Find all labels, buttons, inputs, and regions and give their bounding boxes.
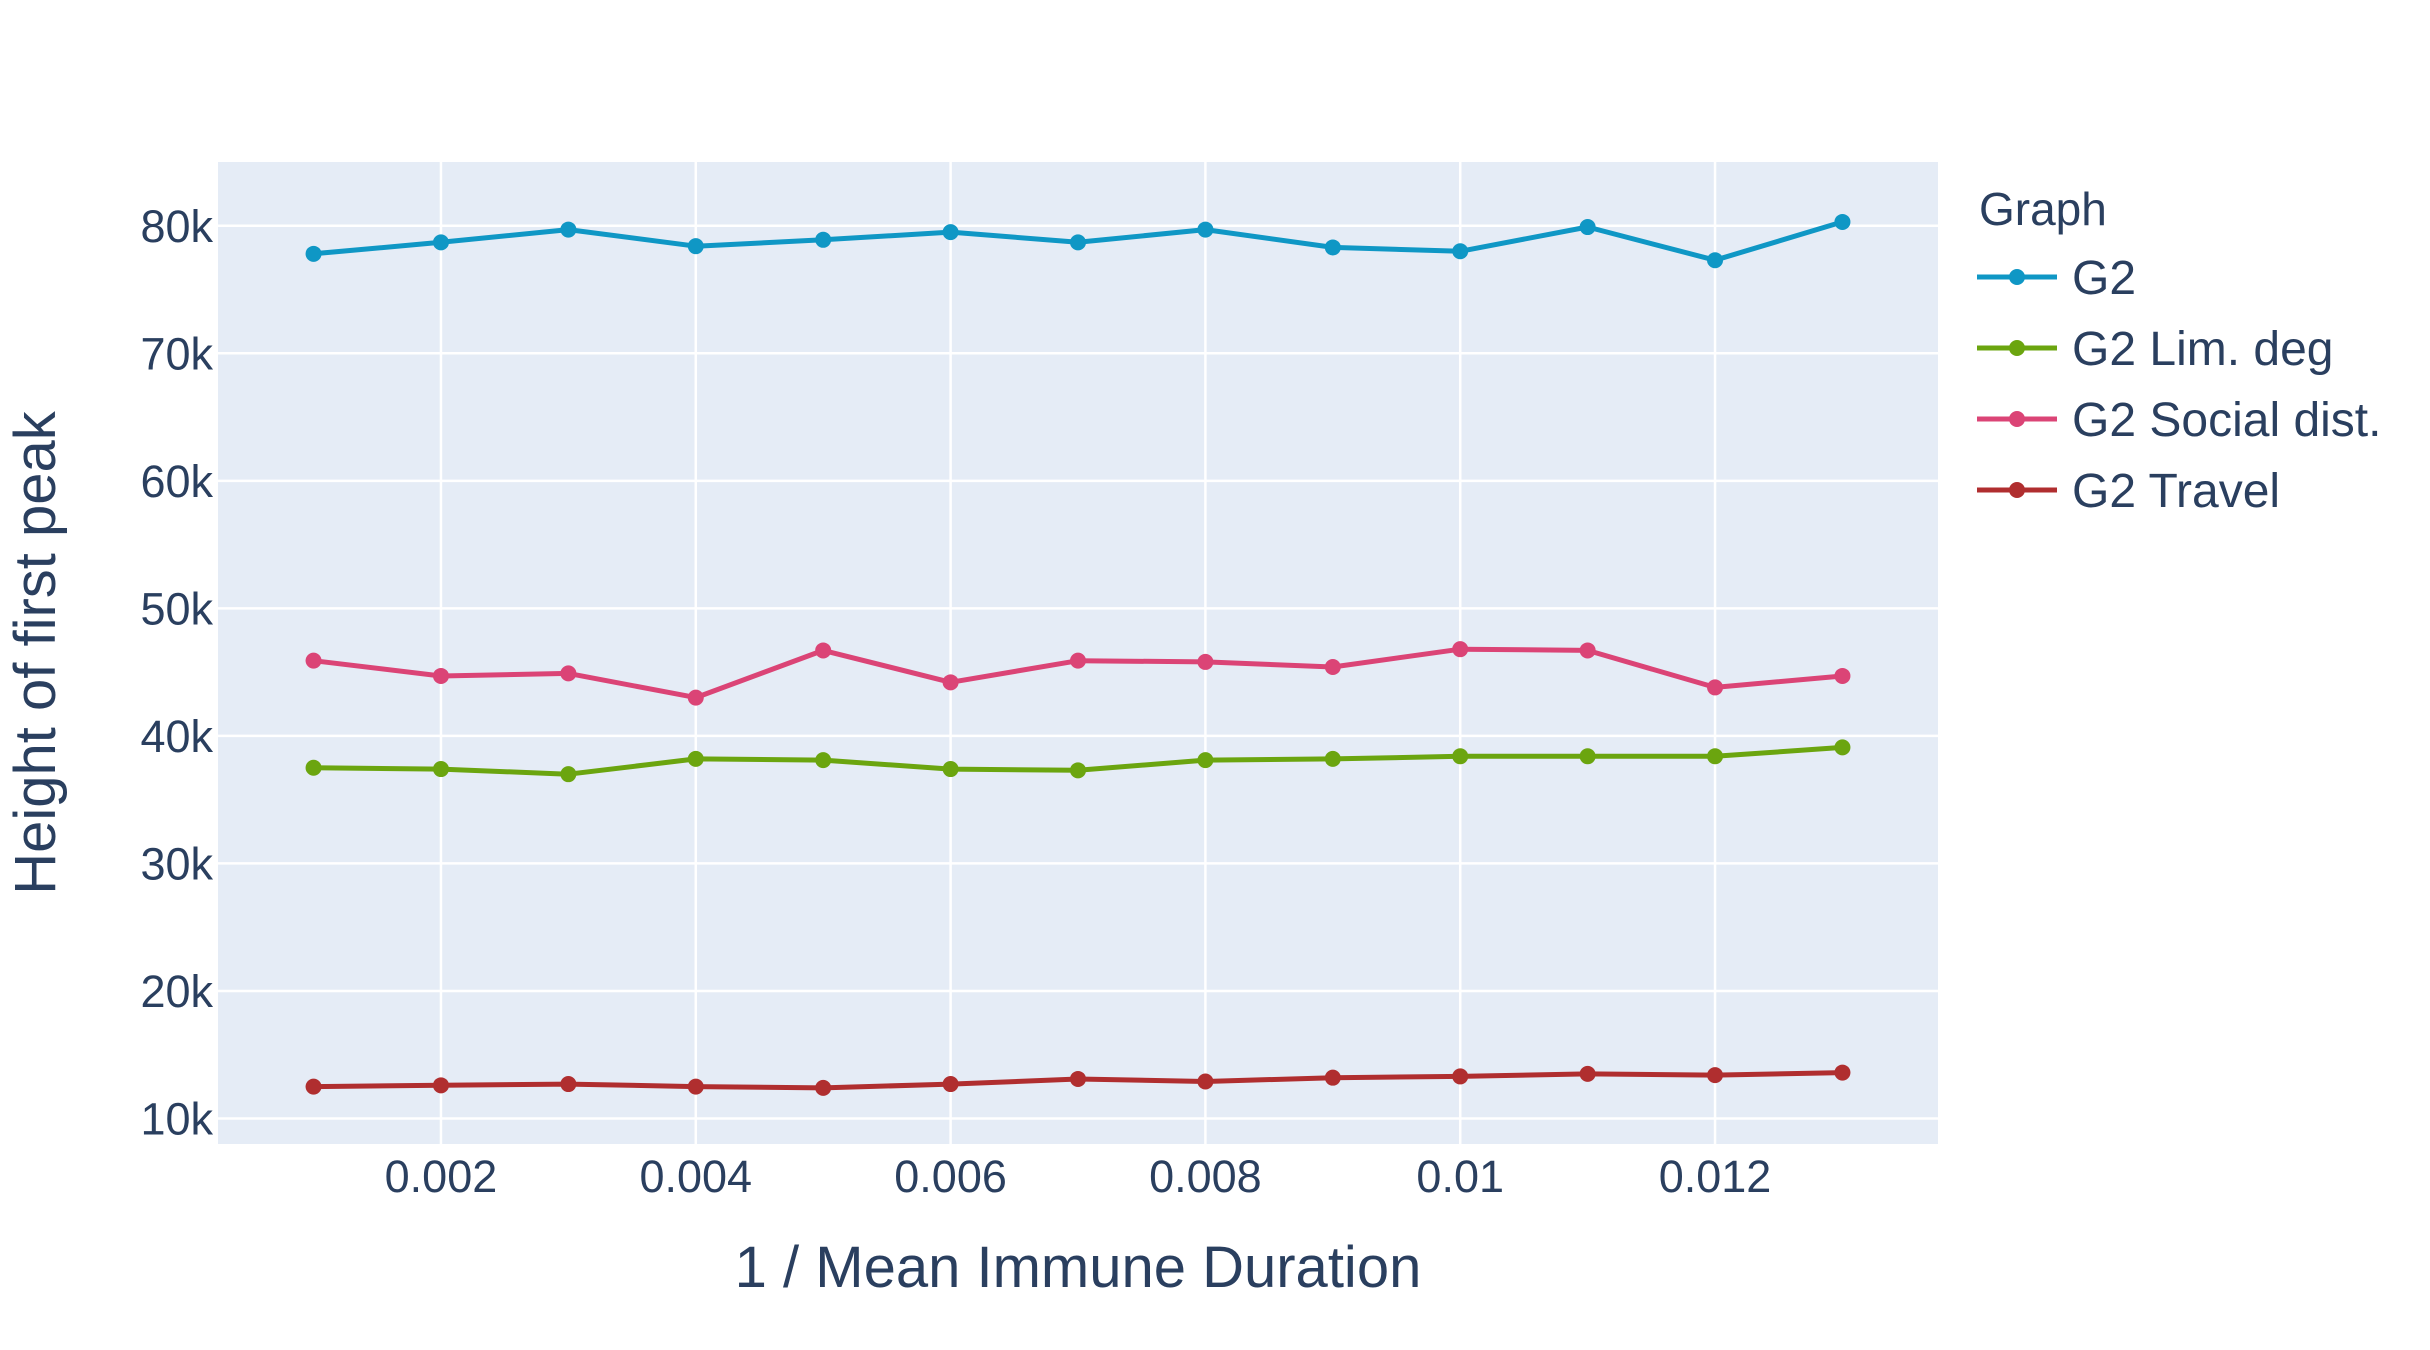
y-tick-label: 70k [140,328,213,379]
y-tick-label: 10k [140,1093,213,1144]
x-tick-label: 0.006 [894,1151,1007,1202]
data-point-g2-travel [815,1079,832,1096]
data-point-g2-lim-deg [942,761,959,778]
data-point-g2 [560,221,577,238]
data-point-g2 [1070,234,1086,251]
data-point-g2-social-dist [942,674,959,691]
data-point-g2-lim-deg [432,761,449,778]
data-point-g2-lim-deg [1579,748,1596,765]
data-point-g2 [942,224,959,241]
data-point-g2 [1834,213,1851,230]
data-point-g2-lim-deg [1707,748,1724,765]
data-point-g2 [1324,239,1341,256]
legend-label: G2 Travel [2072,465,2280,518]
y-tick-label: 50k [140,583,213,634]
legend-label: G2 Lim. deg [2072,323,2333,376]
data-point-g2-lim-deg [1834,739,1851,756]
data-point-g2-social-dist [1452,641,1469,658]
y-tick-label: 40k [140,711,213,762]
x-tick-label: 0.008 [1149,1151,1262,1202]
data-point-g2 [1197,221,1214,238]
series-group [305,213,1851,1096]
data-point-g2-social-dist [1834,667,1851,684]
legend-swatch-marker [2009,411,2025,427]
data-point-g2-travel [942,1076,959,1093]
data-point-g2-travel [687,1078,704,1095]
data-point-g2 [1707,252,1724,269]
data-point-g2-social-dist [1707,679,1724,696]
data-point-g2-travel [305,1078,322,1095]
legend-title: Graph [1979,183,2107,235]
data-point-g2-lim-deg [305,759,322,776]
data-point-g2-lim-deg [1197,752,1214,769]
x-axis-title: 1 / Mean Immune Duration [735,1235,1422,1300]
data-point-g2-travel [432,1077,449,1094]
y-tick-label: 80k [140,201,213,252]
data-point-g2 [432,234,449,251]
y-tick-label: 60k [140,456,213,507]
data-point-g2-travel [1579,1065,1596,1082]
x-tick-label: 0.002 [385,1151,498,1202]
data-point-g2 [1452,243,1469,260]
data-point-g2 [305,245,322,262]
legend-item-g2-travel[interactable]: G2 Travel [1977,465,2280,518]
data-point-g2-travel [1197,1073,1214,1090]
data-point-g2-lim-deg [1324,750,1341,767]
data-point-g2-travel [1707,1067,1724,1084]
data-point-g2-social-dist [560,665,577,682]
data-point-g2 [815,231,832,248]
data-point-g2-social-dist [1070,652,1086,669]
data-point-g2-lim-deg [560,766,577,783]
legend-item-g2[interactable]: G2 [1977,252,2136,305]
legend-swatch-marker [2009,482,2025,498]
data-point-g2-travel [1452,1068,1469,1085]
data-point-g2-lim-deg [1452,748,1469,765]
series-g2-travel [305,1064,1851,1096]
data-point-g2-social-dist [432,667,449,684]
legend-label: G2 Social dist. [2072,394,2381,447]
data-point-g2-social-dist [1197,653,1214,670]
x-tick-label: 0.012 [1659,1151,1772,1202]
legend-swatch-marker [2009,269,2025,285]
data-point-g2-travel [1324,1069,1341,1086]
data-point-g2-travel [1834,1064,1851,1081]
y-axis-title: Height of first peak [3,410,68,895]
data-point-g2-travel [1070,1070,1086,1087]
data-point-g2 [1579,219,1596,236]
gridlines [218,162,1938,1144]
data-point-g2 [687,238,704,255]
legend: Graph G2 G2 Lim. deg G2 Social dist. G2 Tra… [1977,183,2381,518]
series-g2-social-dist [305,641,1851,706]
legend-item-g2-social-dist[interactable]: G2 Social dist. [1977,394,2381,447]
data-point-g2-social-dist [1579,642,1596,659]
data-point-g2-social-dist [1324,659,1341,676]
data-point-g2-lim-deg [1070,762,1086,779]
legend-swatch-marker [2009,340,2025,356]
legend-label: G2 [2072,252,2136,305]
y-tick-label: 20k [140,966,213,1017]
data-point-g2-social-dist [687,689,704,706]
data-point-g2-lim-deg [815,752,832,769]
data-point-g2-social-dist [305,652,322,669]
data-point-g2-social-dist [815,642,832,659]
legend-item-g2-lim-deg[interactable]: G2 Lim. deg [1977,323,2333,376]
data-point-g2-lim-deg [687,750,704,767]
x-tick-label: 0.01 [1416,1151,1504,1202]
series-g2-lim-deg [305,739,1851,783]
tick-labels: 0.002 0.004 0.006 0.008 0.01 0.012 10k 20k 30k 40… [140,201,1771,1202]
x-tick-label: 0.004 [639,1151,752,1202]
data-point-g2-travel [560,1076,577,1093]
y-tick-label: 30k [140,838,213,889]
series-g2 [305,213,1851,269]
